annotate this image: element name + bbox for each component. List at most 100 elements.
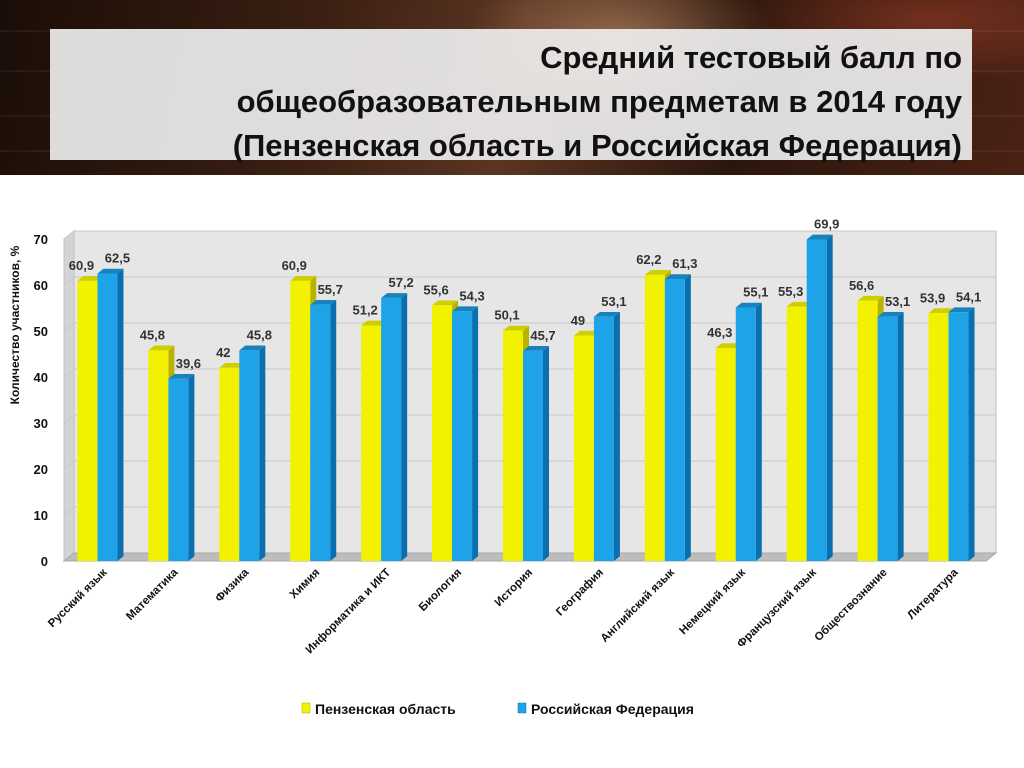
bar-rf — [168, 374, 195, 561]
bar-top — [928, 308, 955, 314]
y-tick-label: 0 — [41, 554, 48, 569]
bar-front — [77, 280, 98, 561]
data-label: 53,1 — [601, 294, 626, 309]
data-label: 62,2 — [636, 252, 661, 267]
bar-side — [897, 311, 904, 561]
bar-top — [573, 330, 600, 336]
data-label: 62,5 — [105, 251, 130, 266]
bar-front — [857, 300, 878, 561]
bar-side — [188, 374, 195, 561]
bar-front — [593, 316, 614, 561]
bar-front — [168, 378, 189, 561]
data-label: 45,8 — [247, 328, 272, 343]
bar-side — [968, 307, 975, 561]
bar-top — [503, 325, 529, 331]
y-tick-label: 30 — [34, 416, 48, 431]
x-tick-label: Литература — [905, 566, 961, 622]
bar-front — [381, 297, 402, 561]
bar-front — [432, 305, 453, 561]
y-tick-label: 70 — [34, 232, 48, 247]
data-label: 46,3 — [707, 325, 732, 340]
bars — [77, 234, 975, 561]
bar-top — [523, 345, 549, 351]
bar-top — [310, 299, 337, 305]
bar-rf — [523, 345, 549, 561]
bar-rf — [381, 293, 408, 561]
data-label: 61,3 — [672, 256, 697, 271]
x-axis-labels: Русский язык Математика Физика ХимияИнформа… — [46, 566, 961, 656]
legend-label: Пензенская область — [315, 701, 456, 717]
bar-front — [239, 350, 260, 561]
bar-front — [877, 316, 898, 561]
x-tick-label: Физика — [213, 566, 251, 604]
x-tick-label: Русский язык — [46, 566, 110, 630]
bar-top — [97, 268, 124, 274]
data-label: 55,6 — [423, 282, 448, 297]
bar-rf — [735, 302, 762, 561]
bar-rf — [948, 307, 975, 561]
bar-top — [715, 343, 742, 349]
bar-top — [290, 276, 317, 281]
legend-swatch — [301, 702, 311, 714]
bar-side — [613, 311, 620, 561]
bar-top — [593, 311, 620, 317]
x-tick-label: Химия — [288, 567, 323, 602]
slide-title: Средний тестовый балл по общеобразовател… — [232, 40, 962, 163]
data-label: 53,1 — [885, 294, 910, 309]
bar-top — [361, 320, 388, 326]
x-tick-label: Биология — [417, 567, 464, 614]
title-panel — [50, 29, 972, 160]
bar-front — [97, 273, 118, 561]
legend: Пензенская область Российская Федерация — [301, 701, 694, 717]
data-labels: 60,9 62,5 45,8 39,6 42 45,8 60,9 55,7 51,2 57,2 55… — [69, 217, 981, 371]
legend-label: Российская Федерация — [531, 701, 694, 717]
x-tick-label: Немецкий язык — [677, 566, 748, 637]
bar-rf — [664, 274, 691, 561]
bar-top — [77, 276, 104, 281]
data-label: 50,1 — [494, 308, 519, 323]
bar-rf — [310, 299, 337, 561]
data-label: 55,1 — [743, 285, 768, 300]
bar-front — [148, 350, 169, 561]
bar-front — [948, 312, 969, 561]
bar-top — [735, 302, 762, 308]
legend-swatch — [517, 702, 527, 714]
gridline — [63, 230, 996, 240]
bar-side — [826, 234, 833, 561]
bar-side — [684, 274, 691, 561]
x-tick-label: География — [554, 567, 606, 619]
x-tick-label: История — [493, 567, 535, 609]
data-label: 45,7 — [530, 328, 555, 343]
bar-top — [432, 300, 459, 306]
data-label: 69,9 — [814, 217, 839, 232]
data-label: 56,6 — [849, 278, 874, 293]
bar-front — [573, 335, 594, 561]
data-label: 49 — [571, 313, 585, 328]
bar-rf — [593, 311, 620, 561]
data-label: 57,2 — [388, 275, 413, 290]
bar-side — [401, 293, 408, 561]
bar-front — [806, 239, 827, 561]
bar-front — [219, 367, 240, 561]
bar-top — [239, 345, 266, 351]
y-axis-title: Количество участников, % — [8, 245, 22, 404]
data-label: 60,9 — [282, 258, 307, 273]
bar-front — [452, 311, 473, 561]
bar-front — [664, 279, 685, 561]
data-label: 54,1 — [956, 289, 981, 304]
bar-side — [472, 306, 479, 561]
bar-top — [806, 234, 833, 240]
y-tick-label: 60 — [34, 278, 48, 293]
y-tick-label: 10 — [34, 508, 48, 523]
data-label: 42 — [216, 345, 230, 360]
bar-top — [452, 306, 479, 312]
legend-item: Пензенская область — [301, 701, 456, 717]
bar-top — [644, 270, 671, 275]
bar-top — [148, 345, 175, 351]
bar-top — [786, 301, 813, 307]
bar-front — [644, 274, 665, 561]
bar-rf — [877, 311, 904, 561]
y-tick-label: 40 — [34, 370, 48, 385]
